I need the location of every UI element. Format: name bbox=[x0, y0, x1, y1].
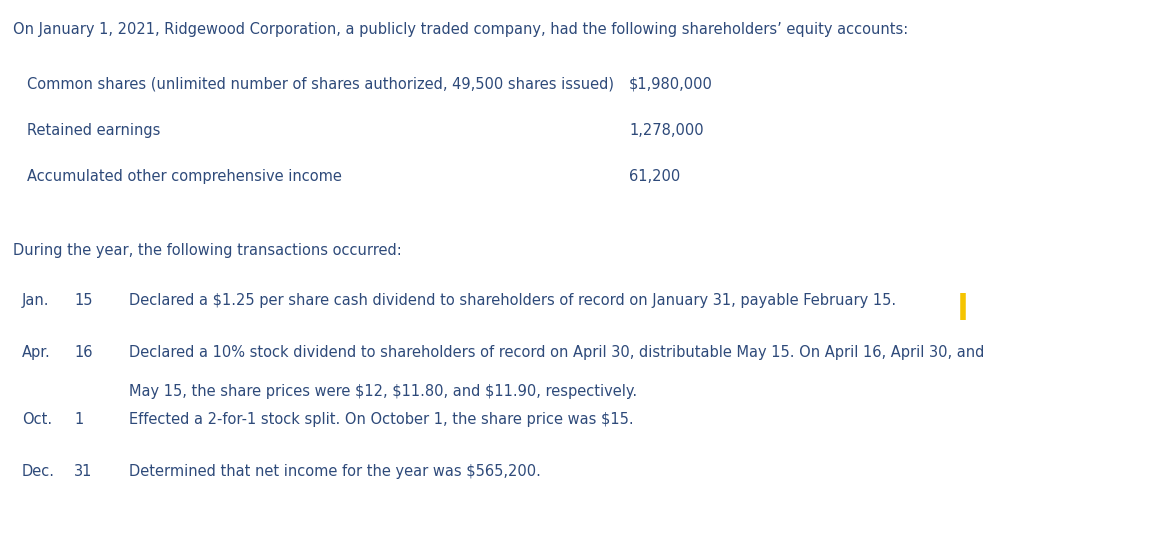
Text: Declared a $1.25 per share cash dividend to shareholders of record on January 31: Declared a $1.25 per share cash dividend… bbox=[129, 293, 896, 308]
Text: Jan.: Jan. bbox=[22, 293, 50, 308]
Text: Dec.: Dec. bbox=[22, 464, 54, 479]
Text: During the year, the following transactions occurred:: During the year, the following transacti… bbox=[13, 243, 402, 258]
Text: 61,200: 61,200 bbox=[629, 169, 681, 184]
Text: Effected a 2-for-1 stock split. On October 1, the share price was $15.: Effected a 2-for-1 stock split. On Octob… bbox=[129, 412, 633, 427]
Text: Determined that net income for the year was $565,200.: Determined that net income for the year … bbox=[129, 464, 541, 479]
Text: 16: 16 bbox=[74, 345, 93, 360]
Text: Accumulated other comprehensive income: Accumulated other comprehensive income bbox=[28, 169, 343, 184]
Text: Apr.: Apr. bbox=[22, 345, 51, 360]
Text: Common shares (unlimited number of shares authorized, 49,500 shares issued): Common shares (unlimited number of share… bbox=[28, 76, 615, 91]
Text: May 15, the share prices were $12, $11.80, and $11.90, respectively.: May 15, the share prices were $12, $11.8… bbox=[129, 384, 637, 399]
Text: Retained earnings: Retained earnings bbox=[28, 123, 161, 138]
Text: Oct.: Oct. bbox=[22, 412, 52, 427]
Text: $1,980,000: $1,980,000 bbox=[629, 76, 713, 91]
Text: On January 1, 2021, Ridgewood Corporation, a publicly traded company, had the fo: On January 1, 2021, Ridgewood Corporatio… bbox=[13, 22, 908, 37]
Text: Declared a 10% stock dividend to shareholders of record on April 30, distributab: Declared a 10% stock dividend to shareho… bbox=[129, 345, 984, 360]
Text: 31: 31 bbox=[74, 464, 93, 479]
Text: 1,278,000: 1,278,000 bbox=[629, 123, 704, 138]
Text: 15: 15 bbox=[74, 293, 93, 308]
Text: 1: 1 bbox=[74, 412, 83, 427]
